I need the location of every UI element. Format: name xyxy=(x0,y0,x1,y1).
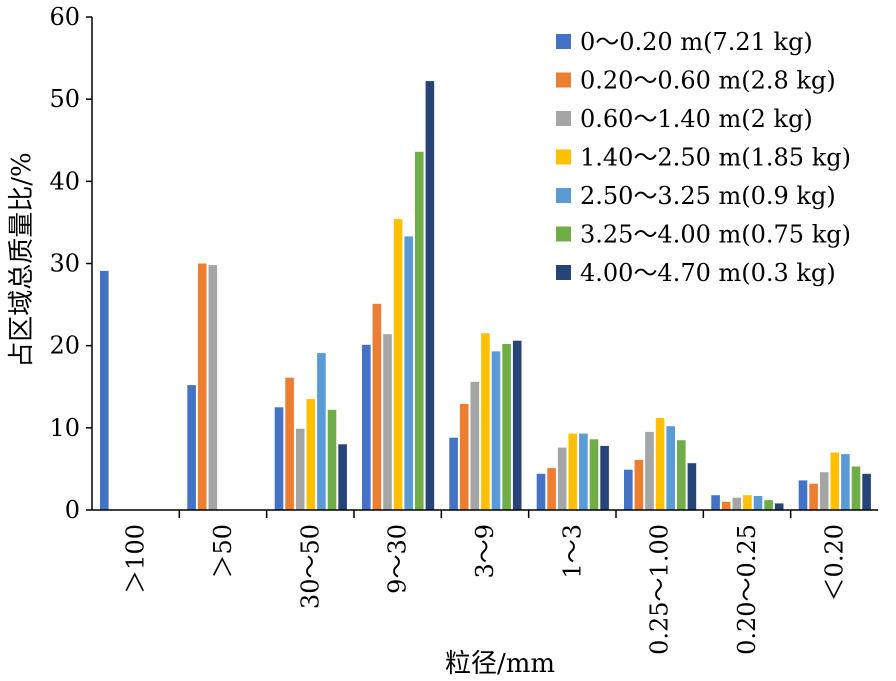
bar xyxy=(459,404,469,510)
legend-label: 0.20～0.60 m(2.8 kg) xyxy=(580,67,836,95)
x-category-label: 0.25～1.00 xyxy=(646,524,674,655)
bar xyxy=(197,263,207,510)
bar xyxy=(362,344,371,510)
bar xyxy=(557,447,567,510)
x-category-label: 3～9 xyxy=(471,524,499,579)
y-tick-label: 50 xyxy=(49,85,80,113)
x-category-labels: ＞100 ＞50 30～50 9～30 3～9 1～3 0.25～1.00 0.20～0.25… xyxy=(122,510,848,655)
bar xyxy=(274,407,284,510)
y-tick-label: 60 xyxy=(49,3,80,31)
legend-label: 0～0.20 m(7.21 kg) xyxy=(580,28,813,56)
bar xyxy=(862,473,871,510)
bar xyxy=(568,433,578,510)
legend-swatch xyxy=(556,149,571,165)
bar xyxy=(600,445,609,510)
y-tick-label: 40 xyxy=(49,167,80,195)
bar xyxy=(208,265,218,510)
bar xyxy=(711,495,720,510)
bar xyxy=(547,468,556,510)
bar xyxy=(764,500,773,510)
legend-swatch xyxy=(556,226,571,242)
bar xyxy=(470,381,480,510)
y-tick-label: 30 xyxy=(49,250,80,278)
bar xyxy=(491,351,501,510)
bar xyxy=(687,463,697,510)
bar xyxy=(536,473,546,510)
bar xyxy=(327,409,337,510)
bar xyxy=(338,444,347,510)
bar xyxy=(841,454,850,510)
bar xyxy=(721,501,731,510)
y-axis-title: 占区域总质量比/% xyxy=(7,152,37,367)
x-category-label: ＞50 xyxy=(209,524,237,579)
bar xyxy=(851,466,861,510)
bar xyxy=(819,472,829,510)
bar xyxy=(425,81,435,510)
bar xyxy=(187,385,196,510)
bar xyxy=(393,219,403,510)
bar xyxy=(753,496,763,510)
legend-swatch xyxy=(556,111,571,126)
y-tick-label: 0 xyxy=(65,496,80,524)
bar xyxy=(404,236,413,510)
x-category-label: 9～30 xyxy=(384,524,412,594)
legend-swatch xyxy=(556,188,571,203)
y-tick-label: 10 xyxy=(49,414,80,442)
bar xyxy=(743,495,752,510)
legend-swatch xyxy=(556,265,571,280)
x-category-label: 0.20～0.25 xyxy=(733,524,761,655)
legend-swatch xyxy=(556,34,571,49)
bar xyxy=(449,437,458,510)
bar xyxy=(317,353,326,510)
x-category-label: ＜0.20 xyxy=(820,524,848,601)
bar xyxy=(415,151,424,511)
bar xyxy=(645,431,654,510)
y-ticks: 0 10 20 30 40 50 60 xyxy=(49,3,92,524)
legend-label: 2.50～3.25 m(0.9 kg) xyxy=(580,182,836,210)
x-axis-title: 粒径/mm xyxy=(445,649,555,679)
bar xyxy=(295,428,305,510)
bar xyxy=(285,377,294,510)
legend-swatch xyxy=(556,72,571,88)
bar xyxy=(798,480,808,510)
x-category-label: ＞100 xyxy=(122,524,150,594)
x-category-label: 1～3 xyxy=(558,524,586,579)
bar xyxy=(100,270,109,510)
bar xyxy=(634,459,644,510)
bar xyxy=(624,469,633,510)
bar xyxy=(383,334,392,510)
bar xyxy=(512,340,522,510)
legend: 0～0.20 m(7.21 kg) 0.20～0.60 m(2.8 kg) 0.60… xyxy=(556,28,851,287)
legend-label: 1.40～2.50 m(1.85 kg) xyxy=(580,144,851,172)
bar xyxy=(809,483,818,510)
bar xyxy=(372,303,382,510)
x-category-label: 30～50 xyxy=(296,524,324,609)
bar xyxy=(481,333,490,510)
bar xyxy=(579,433,588,510)
bar xyxy=(677,440,686,510)
bar xyxy=(589,439,599,510)
bar xyxy=(502,344,511,510)
legend-label: 3.25～4.00 m(0.75 kg) xyxy=(580,221,851,249)
legend-label: 0.60～1.40 m(2 kg) xyxy=(580,105,813,133)
bars-layer xyxy=(100,81,871,511)
legend-label: 4.00～4.70 m(0.3 kg) xyxy=(580,259,836,287)
bar xyxy=(732,497,742,510)
bar xyxy=(306,399,316,510)
bar xyxy=(774,503,784,510)
bar xyxy=(655,418,665,510)
y-tick-label: 20 xyxy=(49,332,80,360)
bar xyxy=(666,426,675,510)
bar xyxy=(830,452,840,510)
